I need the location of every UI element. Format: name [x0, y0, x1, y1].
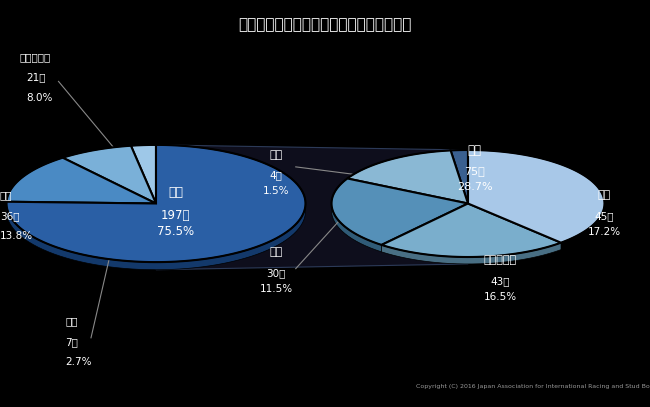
Polygon shape — [382, 243, 561, 264]
Text: 11.5%: 11.5% — [260, 284, 292, 294]
Text: Copyright (C) 2016 Japan Association for International Racing and Stud Book.: Copyright (C) 2016 Japan Association for… — [416, 384, 650, 389]
Text: 三石: 三石 — [270, 150, 283, 160]
Text: 門別・平取: 門別・平取 — [484, 256, 517, 265]
Text: 28.7%: 28.7% — [457, 182, 492, 192]
Text: 75.5%: 75.5% — [157, 225, 194, 239]
Text: 17.2%: 17.2% — [588, 227, 621, 237]
Polygon shape — [62, 146, 156, 204]
Text: 13.8%: 13.8% — [0, 231, 33, 241]
Polygon shape — [156, 145, 468, 270]
Text: 4頭: 4頭 — [270, 170, 283, 180]
Text: 16.5%: 16.5% — [484, 292, 517, 302]
Text: 43頭: 43頭 — [491, 276, 510, 286]
Text: 7頭: 7頭 — [65, 337, 78, 347]
Polygon shape — [382, 204, 561, 257]
Text: 供用予定種雄馬頭数の地域別頭数及び割合: 供用予定種雄馬頭数の地域別頭数及び割合 — [239, 17, 411, 32]
Text: 36頭: 36頭 — [0, 211, 20, 221]
Text: 日高: 日高 — [168, 186, 183, 199]
Polygon shape — [6, 145, 306, 270]
Text: 8.0%: 8.0% — [26, 93, 53, 103]
Text: 21頭: 21頭 — [26, 72, 46, 82]
Polygon shape — [332, 179, 382, 252]
Polygon shape — [6, 145, 306, 262]
Text: 浦河: 浦河 — [270, 247, 283, 257]
Text: 45頭: 45頭 — [595, 211, 614, 221]
Text: 北海道以外: 北海道以外 — [20, 52, 51, 62]
Text: 十勝: 十勝 — [65, 317, 77, 326]
Text: 30頭: 30頭 — [266, 268, 286, 278]
Text: 75頭: 75頭 — [464, 166, 485, 176]
Polygon shape — [347, 151, 468, 204]
Text: 静内: 静内 — [467, 144, 482, 157]
Polygon shape — [6, 158, 156, 204]
Text: 197頭: 197頭 — [161, 209, 190, 222]
Polygon shape — [332, 179, 468, 245]
Text: 2.7%: 2.7% — [65, 357, 92, 367]
Text: 新冒: 新冒 — [598, 190, 611, 200]
Polygon shape — [450, 150, 468, 204]
Text: 1.5%: 1.5% — [263, 186, 289, 196]
Polygon shape — [131, 145, 156, 204]
Polygon shape — [468, 150, 604, 243]
Text: 胆振: 胆振 — [0, 190, 12, 200]
